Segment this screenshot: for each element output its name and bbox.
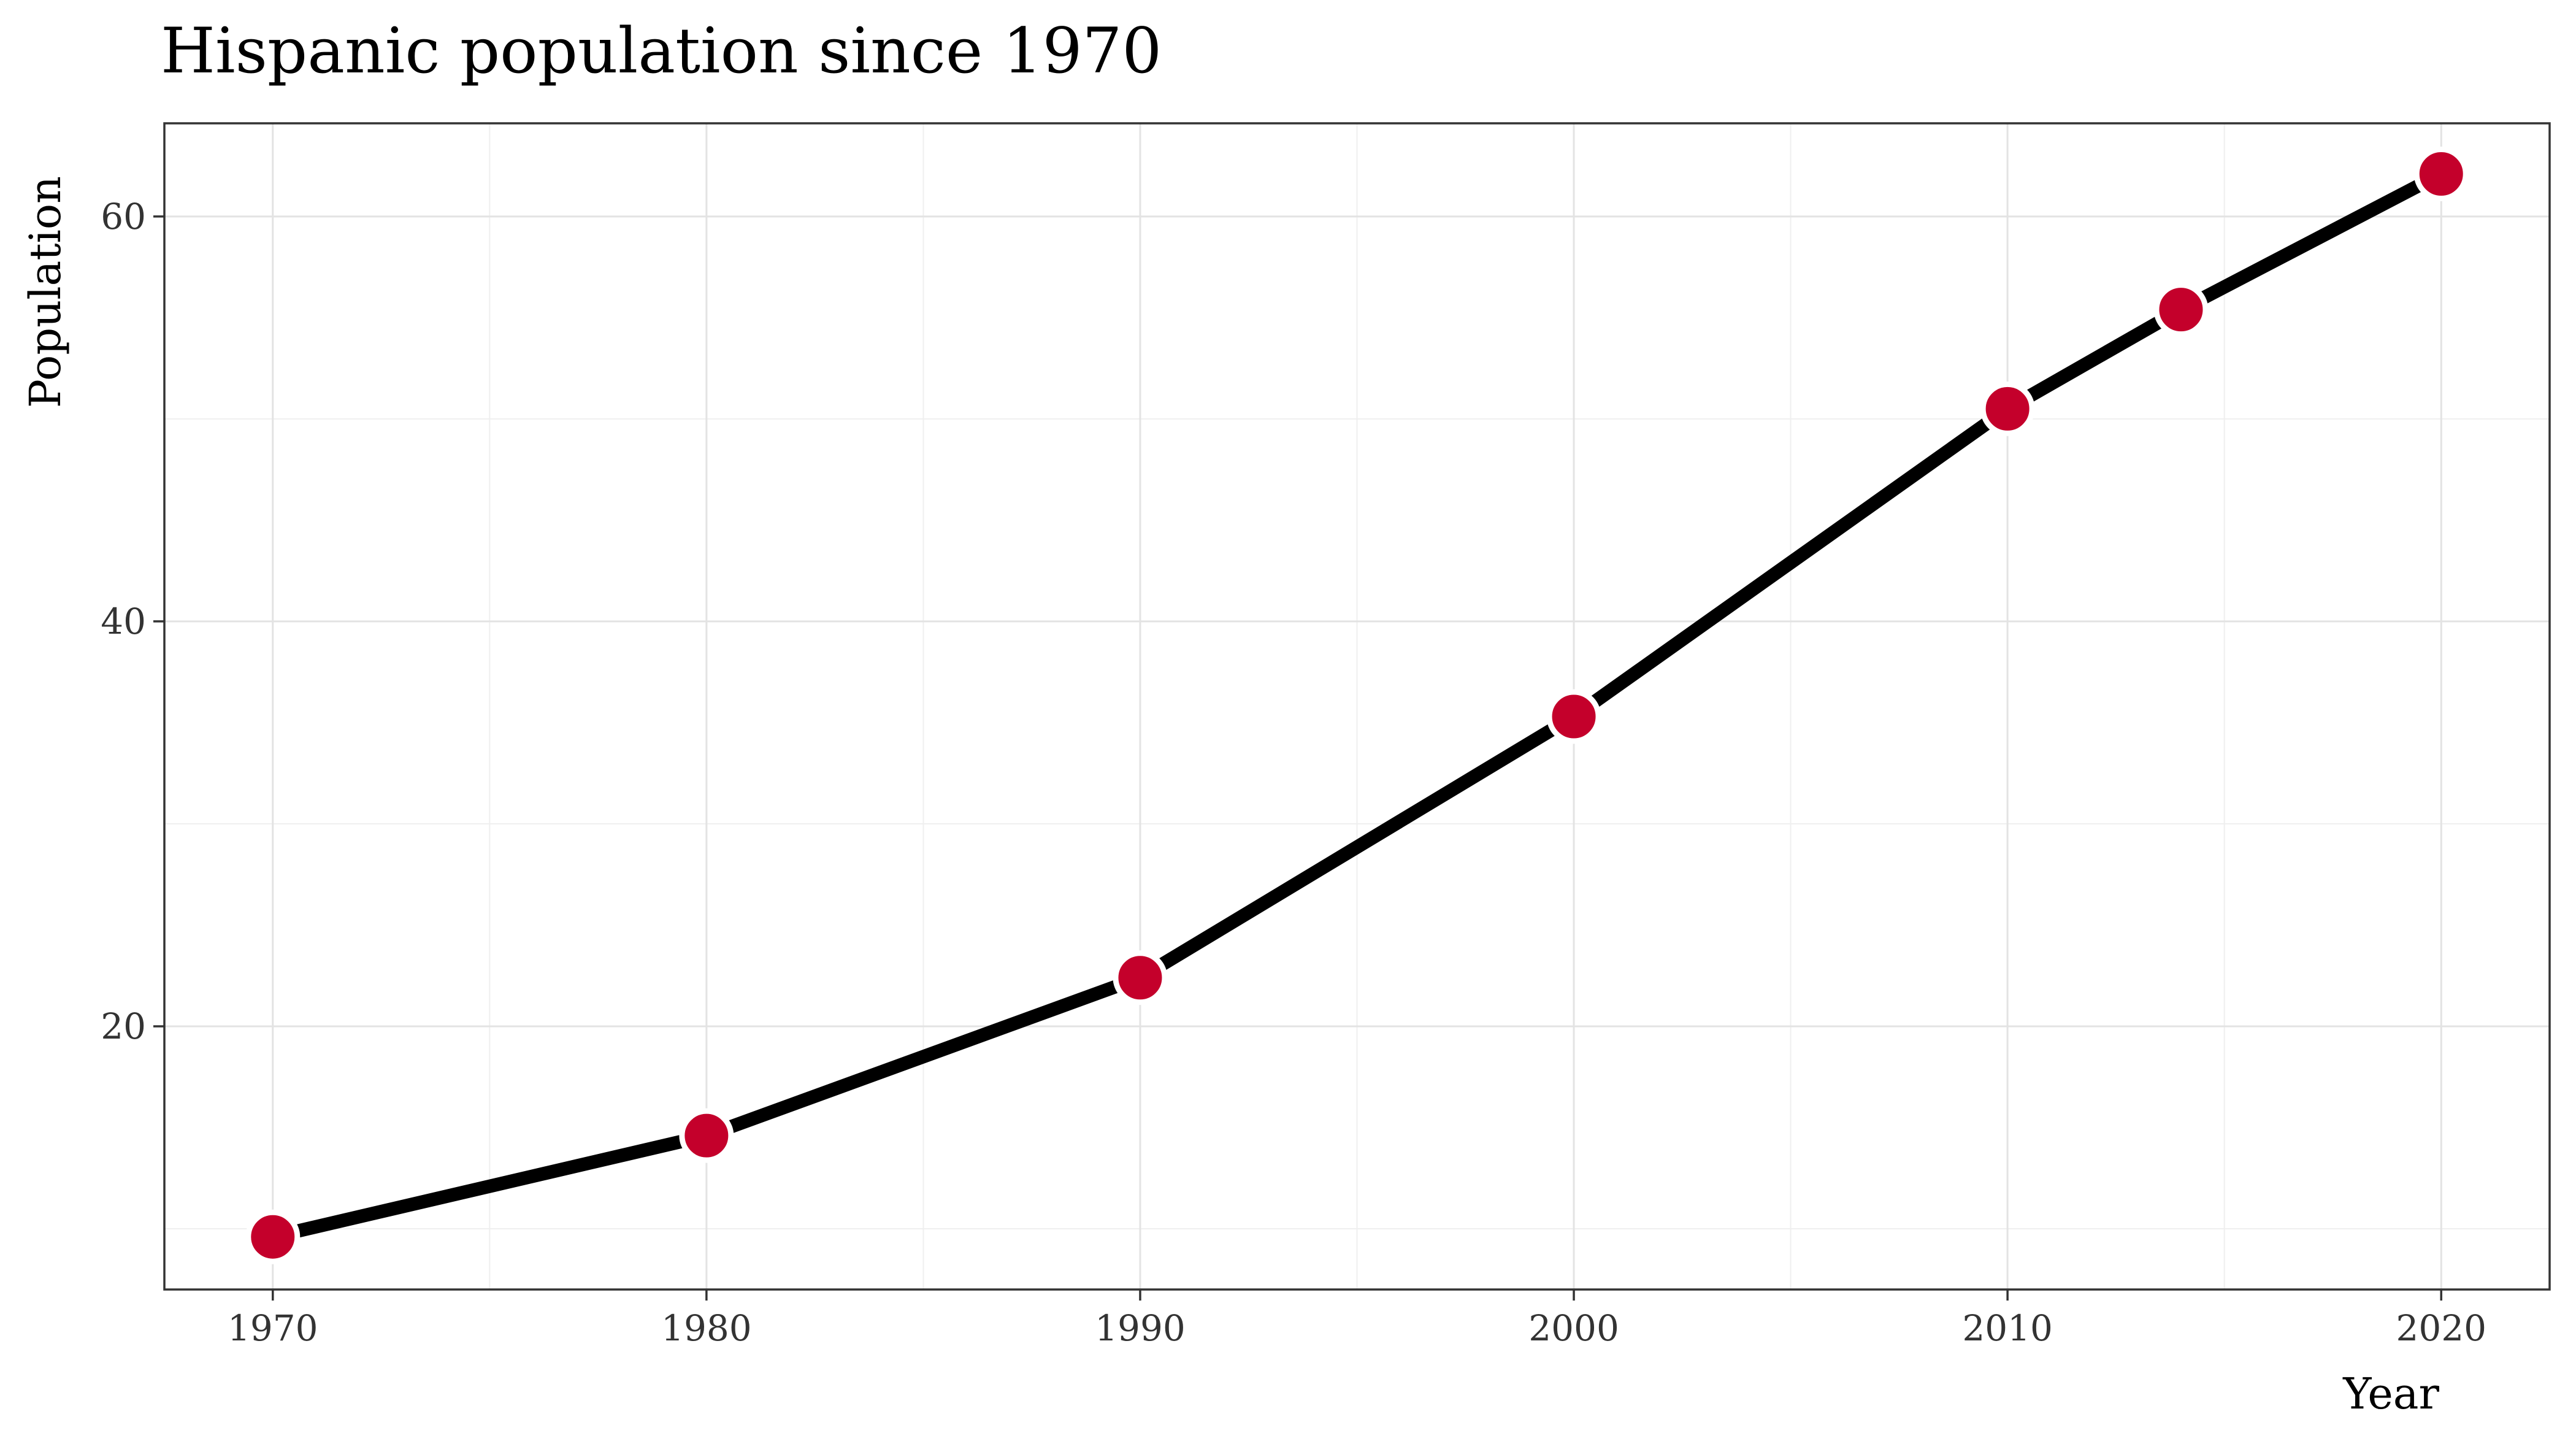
x-axis-title: Year: [2342, 1369, 2439, 1419]
x-tick-label: 1970: [228, 1307, 318, 1349]
data-point: [1980, 381, 2035, 436]
x-tick-label: 2020: [2396, 1307, 2486, 1349]
x-tick-label: 2010: [1962, 1307, 2053, 1349]
x-tick-label: 1980: [661, 1307, 752, 1349]
y-tick-label: 20: [101, 1005, 146, 1047]
chart-title: Hispanic population since 1970: [161, 15, 1162, 88]
x-axis: 1970 1980 1990 2000 2010 2020: [228, 1289, 2486, 1349]
data-point: [679, 1108, 734, 1163]
y-tick-label: 40: [101, 601, 146, 642]
x-tick-label: 2000: [1528, 1307, 1619, 1349]
data-point: [1546, 689, 1601, 744]
y-tick-label: 60: [101, 196, 146, 237]
plot-panel: [163, 122, 2551, 1291]
data-point: [245, 1209, 301, 1264]
grid-lines: [164, 123, 2550, 1289]
data-points: [245, 147, 2469, 1264]
y-axis-title: Population: [20, 176, 71, 408]
y-axis: 20 40 60: [101, 196, 164, 1047]
data-point: [2413, 147, 2469, 202]
data-point: [2153, 282, 2209, 337]
x-tick-label: 1990: [1095, 1307, 1186, 1349]
data-point: [1113, 950, 1168, 1005]
